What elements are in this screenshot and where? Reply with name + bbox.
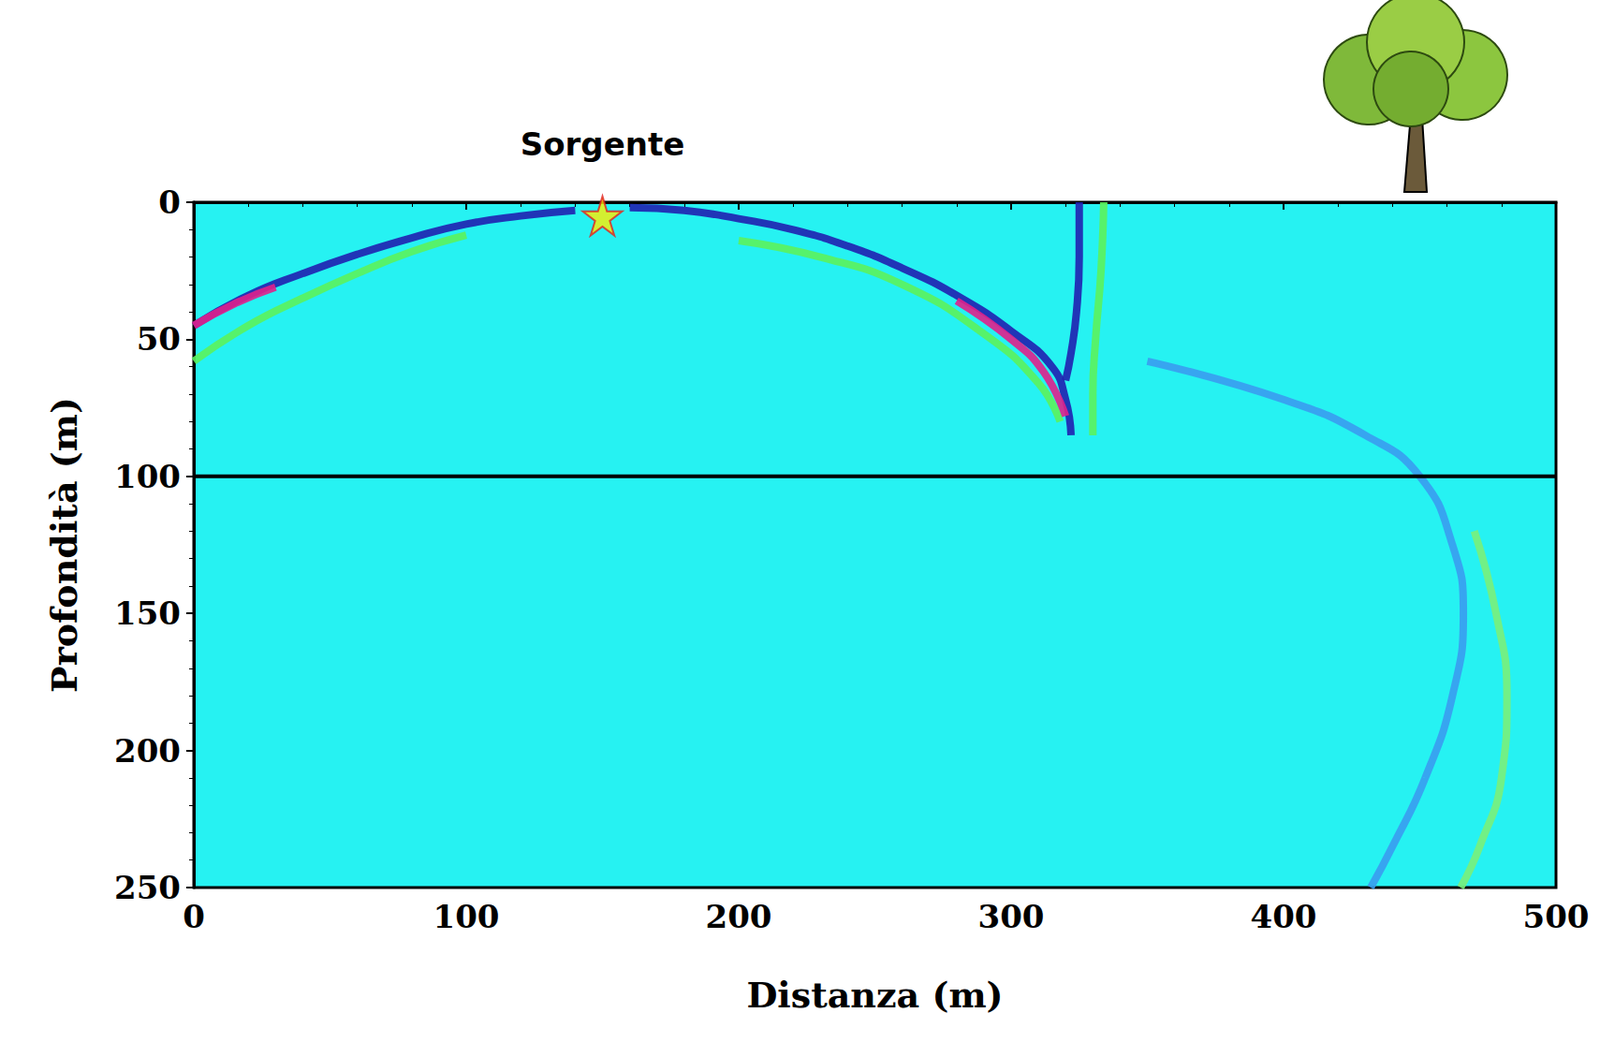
svg-text:300: 300: [978, 897, 1045, 936]
svg-text:0: 0: [158, 183, 181, 221]
svg-text:200: 200: [705, 897, 773, 936]
svg-text:Sorgente: Sorgente: [520, 125, 686, 163]
svg-text:100: 100: [433, 897, 500, 936]
svg-text:500: 500: [1523, 897, 1590, 936]
svg-text:50: 50: [136, 320, 181, 358]
svg-text:0: 0: [182, 897, 206, 936]
svg-text:400: 400: [1250, 897, 1318, 936]
svg-text:200: 200: [114, 732, 181, 770]
svg-text:150: 150: [114, 594, 181, 632]
svg-text:Profondità (m): Profondità (m): [43, 396, 86, 693]
svg-text:100: 100: [114, 457, 181, 496]
svg-text:250: 250: [114, 868, 181, 907]
svg-text:Distanza (m): Distanza (m): [746, 973, 1003, 1016]
